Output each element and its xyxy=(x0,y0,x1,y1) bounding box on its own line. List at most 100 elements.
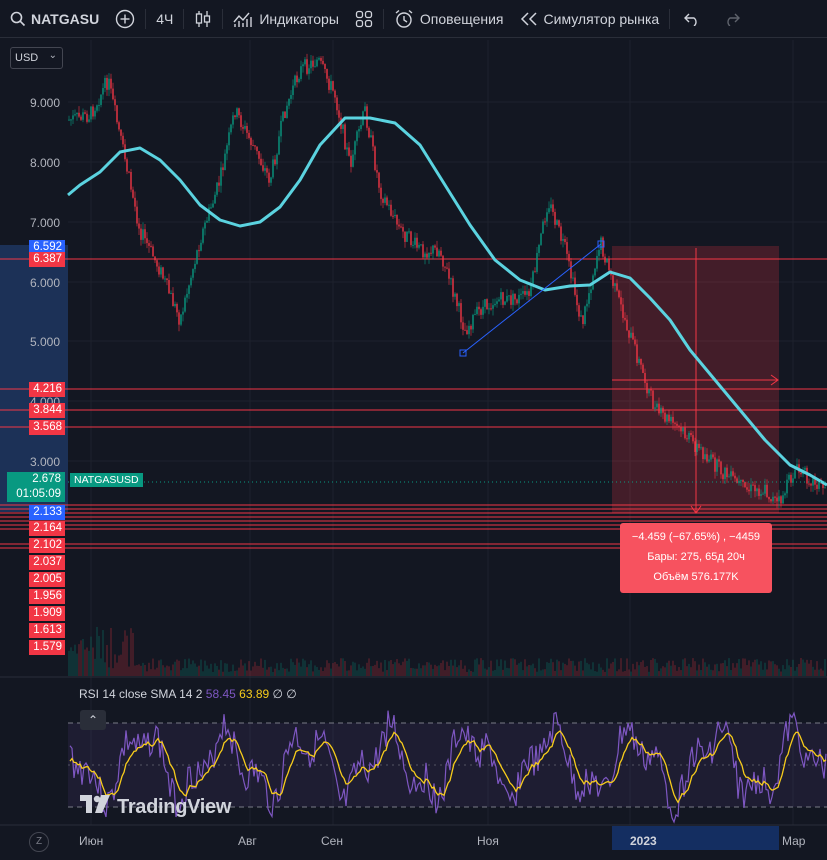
chart-type-button[interactable] xyxy=(186,0,220,37)
volume-bar xyxy=(384,659,386,676)
candle-body xyxy=(780,496,782,504)
candle-body xyxy=(192,269,194,278)
candle-body xyxy=(660,407,662,414)
volume-bar xyxy=(148,662,150,676)
candle-body xyxy=(234,115,236,118)
candle-body xyxy=(496,301,498,304)
candle-body xyxy=(486,299,488,310)
candle-body xyxy=(412,244,414,246)
candle-body xyxy=(804,467,806,470)
candle-body xyxy=(208,207,210,221)
volume-bar xyxy=(242,665,244,676)
compare-button[interactable] xyxy=(107,0,143,37)
volume-bar xyxy=(626,658,628,676)
moving-average-line xyxy=(67,116,827,487)
candle-body xyxy=(566,242,568,254)
candle-body xyxy=(490,308,492,310)
volume-bar xyxy=(492,670,494,676)
volume-bar xyxy=(554,670,556,676)
candle-body xyxy=(210,207,212,209)
candle-body xyxy=(684,427,686,439)
volume-bar xyxy=(744,658,746,676)
tradingview-logo[interactable]: TradingView xyxy=(80,795,231,819)
candle-body xyxy=(782,495,784,504)
candle-body xyxy=(142,229,144,240)
timezone-button[interactable]: Z xyxy=(29,832,49,852)
candle-body xyxy=(364,106,366,112)
volume-bar xyxy=(576,670,578,676)
volume-bar xyxy=(436,666,438,676)
volume-bar xyxy=(228,671,230,676)
candle-body xyxy=(672,416,674,423)
candle-body xyxy=(554,211,556,225)
candle-body xyxy=(314,66,316,68)
candle-body xyxy=(386,197,388,206)
chart-canvas[interactable] xyxy=(0,38,827,860)
volume-bar xyxy=(162,665,164,676)
volume-bar xyxy=(166,665,168,676)
candle-body xyxy=(138,223,140,229)
alerts-button[interactable]: Оповещения xyxy=(386,0,512,37)
undo-button[interactable] xyxy=(672,0,712,37)
chevron-up-icon: ⌃ xyxy=(87,713,99,727)
rsi-legend[interactable]: RSI 14 close SMA 14 2 58.45 63.89 ∅ ∅ xyxy=(79,687,297,701)
volume-bar xyxy=(486,669,488,676)
volume-bar xyxy=(820,668,822,676)
candle-body xyxy=(728,476,730,478)
candle-body xyxy=(152,246,154,257)
volume-bar xyxy=(234,670,236,676)
volume-bar xyxy=(770,661,772,676)
volume-bar xyxy=(322,671,324,676)
volume-bar xyxy=(484,668,486,676)
volume-bar xyxy=(180,670,182,676)
volume-bar xyxy=(636,661,638,676)
candle-body xyxy=(682,427,684,432)
candle-body xyxy=(402,227,404,232)
indicators-button[interactable]: Индикаторы xyxy=(225,0,347,37)
candle-body xyxy=(298,78,300,83)
collapse-pane-button[interactable]: ⌃ xyxy=(80,710,106,730)
candle-body xyxy=(348,147,350,156)
volume-bar xyxy=(276,663,278,676)
candle-body xyxy=(800,472,802,475)
candle-body xyxy=(330,81,332,90)
candle-body xyxy=(360,124,362,129)
volume-bar xyxy=(792,659,794,676)
candle-body xyxy=(254,145,256,147)
candle-body xyxy=(734,475,736,479)
volume-bar xyxy=(654,658,656,676)
candle-body xyxy=(530,283,532,296)
replay-button[interactable]: Симулятор рынка xyxy=(512,0,668,37)
volume-bar xyxy=(248,661,250,676)
volume-bar xyxy=(446,661,448,676)
candle-body xyxy=(658,403,660,414)
volume-bar xyxy=(546,662,548,676)
candle-body xyxy=(338,110,340,118)
candle-body xyxy=(116,105,118,123)
candle-body xyxy=(148,243,150,246)
currency-select[interactable]: USD ⌄ xyxy=(10,47,63,69)
layouts-button[interactable] xyxy=(347,0,381,37)
volume-bar xyxy=(80,640,82,676)
volume-bar xyxy=(692,658,694,676)
volume-bar xyxy=(292,662,294,676)
volume-bar xyxy=(268,667,270,676)
candle-body xyxy=(172,293,174,307)
candle-body xyxy=(506,295,508,302)
volume-bar xyxy=(430,664,432,676)
candle-body xyxy=(652,390,654,409)
trend-line[interactable] xyxy=(462,243,602,354)
trend-line-handle[interactable] xyxy=(459,349,467,357)
candle-body xyxy=(446,267,448,269)
trend-line-handle[interactable] xyxy=(597,240,605,248)
candle-body xyxy=(308,68,310,74)
volume-bar xyxy=(150,669,152,676)
volume-bar xyxy=(722,663,724,676)
candle-body xyxy=(732,471,734,476)
symbol-search-button[interactable]: NATGASU xyxy=(0,0,107,37)
candle-body xyxy=(662,407,664,413)
candle-body xyxy=(316,59,318,67)
interval-button[interactable]: 4Ч xyxy=(156,10,174,27)
redo-button[interactable] xyxy=(712,0,752,37)
candle-body xyxy=(510,295,512,305)
